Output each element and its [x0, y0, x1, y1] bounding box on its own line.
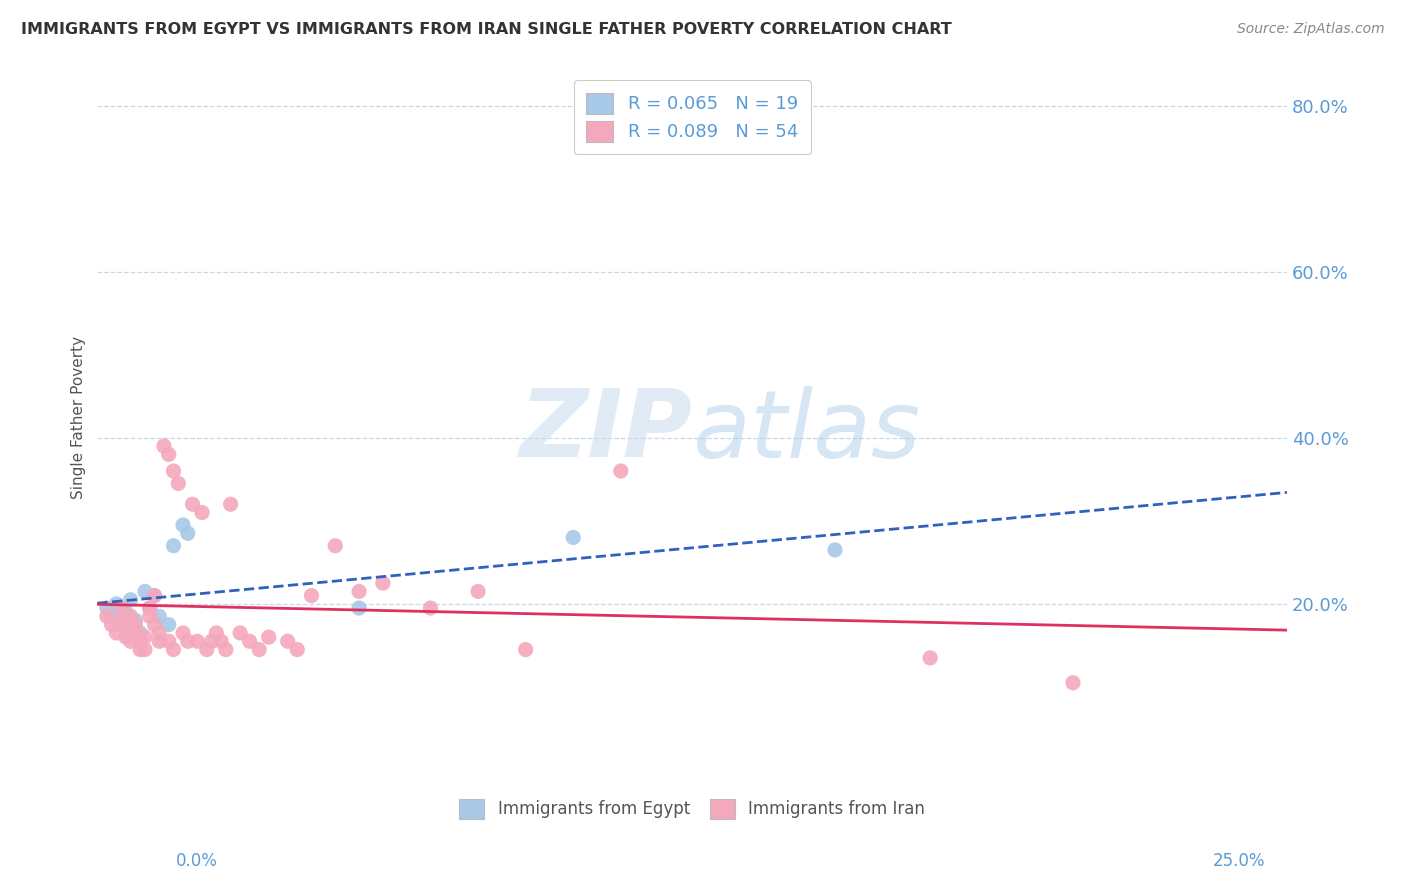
Point [96, 601, 118, 615]
Point [124, 626, 146, 640]
Point [323, 539, 346, 553]
Point [824, 542, 846, 557]
Point [157, 447, 180, 461]
Point [177, 526, 200, 541]
Point [157, 617, 180, 632]
Legend: Immigrants from Egypt, Immigrants from Iran: Immigrants from Egypt, Immigrants from I… [453, 793, 932, 825]
Point [148, 609, 170, 624]
Point [138, 601, 160, 615]
Point [105, 597, 128, 611]
Y-axis label: Single Father Poverty: Single Father Poverty [72, 335, 86, 499]
Point [467, 584, 489, 599]
Point [177, 634, 200, 648]
Text: Source: ZipAtlas.com: Source: ZipAtlas.com [1237, 22, 1385, 37]
Point [277, 634, 299, 648]
Point [162, 642, 184, 657]
Point [129, 634, 152, 648]
Point [124, 614, 146, 628]
Point [120, 609, 142, 624]
Point [229, 626, 252, 640]
Point [110, 614, 132, 628]
Point [134, 642, 156, 657]
Point [148, 626, 170, 640]
Text: 25.0%: 25.0% [1213, 852, 1265, 870]
Point [100, 617, 122, 632]
Point [200, 634, 222, 648]
Point [143, 589, 166, 603]
Point [110, 601, 132, 615]
Point [124, 617, 146, 632]
Point [120, 634, 142, 648]
Text: IMMIGRANTS FROM EGYPT VS IMMIGRANTS FROM IRAN SINGLE FATHER POVERTY CORRELATION : IMMIGRANTS FROM EGYPT VS IMMIGRANTS FROM… [21, 22, 952, 37]
Point [138, 609, 160, 624]
Text: 0.0%: 0.0% [176, 852, 218, 870]
Point [110, 617, 132, 632]
Point [239, 634, 262, 648]
Point [143, 589, 166, 603]
Point [1062, 675, 1084, 690]
Point [301, 589, 323, 603]
Point [115, 622, 138, 636]
Point [162, 539, 184, 553]
Point [172, 518, 194, 533]
Point [247, 642, 270, 657]
Point [209, 634, 232, 648]
Point [191, 506, 214, 520]
Point [205, 626, 228, 640]
Point [153, 439, 176, 453]
Text: atlas: atlas [692, 385, 921, 476]
Point [215, 642, 238, 657]
Point [257, 630, 280, 644]
Point [143, 617, 166, 632]
Point [100, 609, 122, 624]
Point [96, 609, 118, 624]
Point [162, 464, 184, 478]
Point [129, 642, 152, 657]
Point [148, 634, 170, 648]
Point [129, 626, 152, 640]
Point [115, 630, 138, 644]
Point [562, 531, 585, 545]
Point [134, 630, 156, 644]
Point [195, 642, 218, 657]
Point [347, 584, 370, 599]
Point [347, 601, 370, 615]
Text: ZIP: ZIP [519, 385, 692, 477]
Point [157, 634, 180, 648]
Point [219, 497, 242, 511]
Point [186, 634, 208, 648]
Point [419, 601, 441, 615]
Point [172, 626, 194, 640]
Point [120, 592, 142, 607]
Point [920, 651, 942, 665]
Point [105, 626, 128, 640]
Point [138, 601, 160, 615]
Point [610, 464, 633, 478]
Point [371, 576, 394, 591]
Point [134, 584, 156, 599]
Point [181, 497, 204, 511]
Point [167, 476, 190, 491]
Point [115, 605, 138, 619]
Point [285, 642, 308, 657]
Point [515, 642, 537, 657]
